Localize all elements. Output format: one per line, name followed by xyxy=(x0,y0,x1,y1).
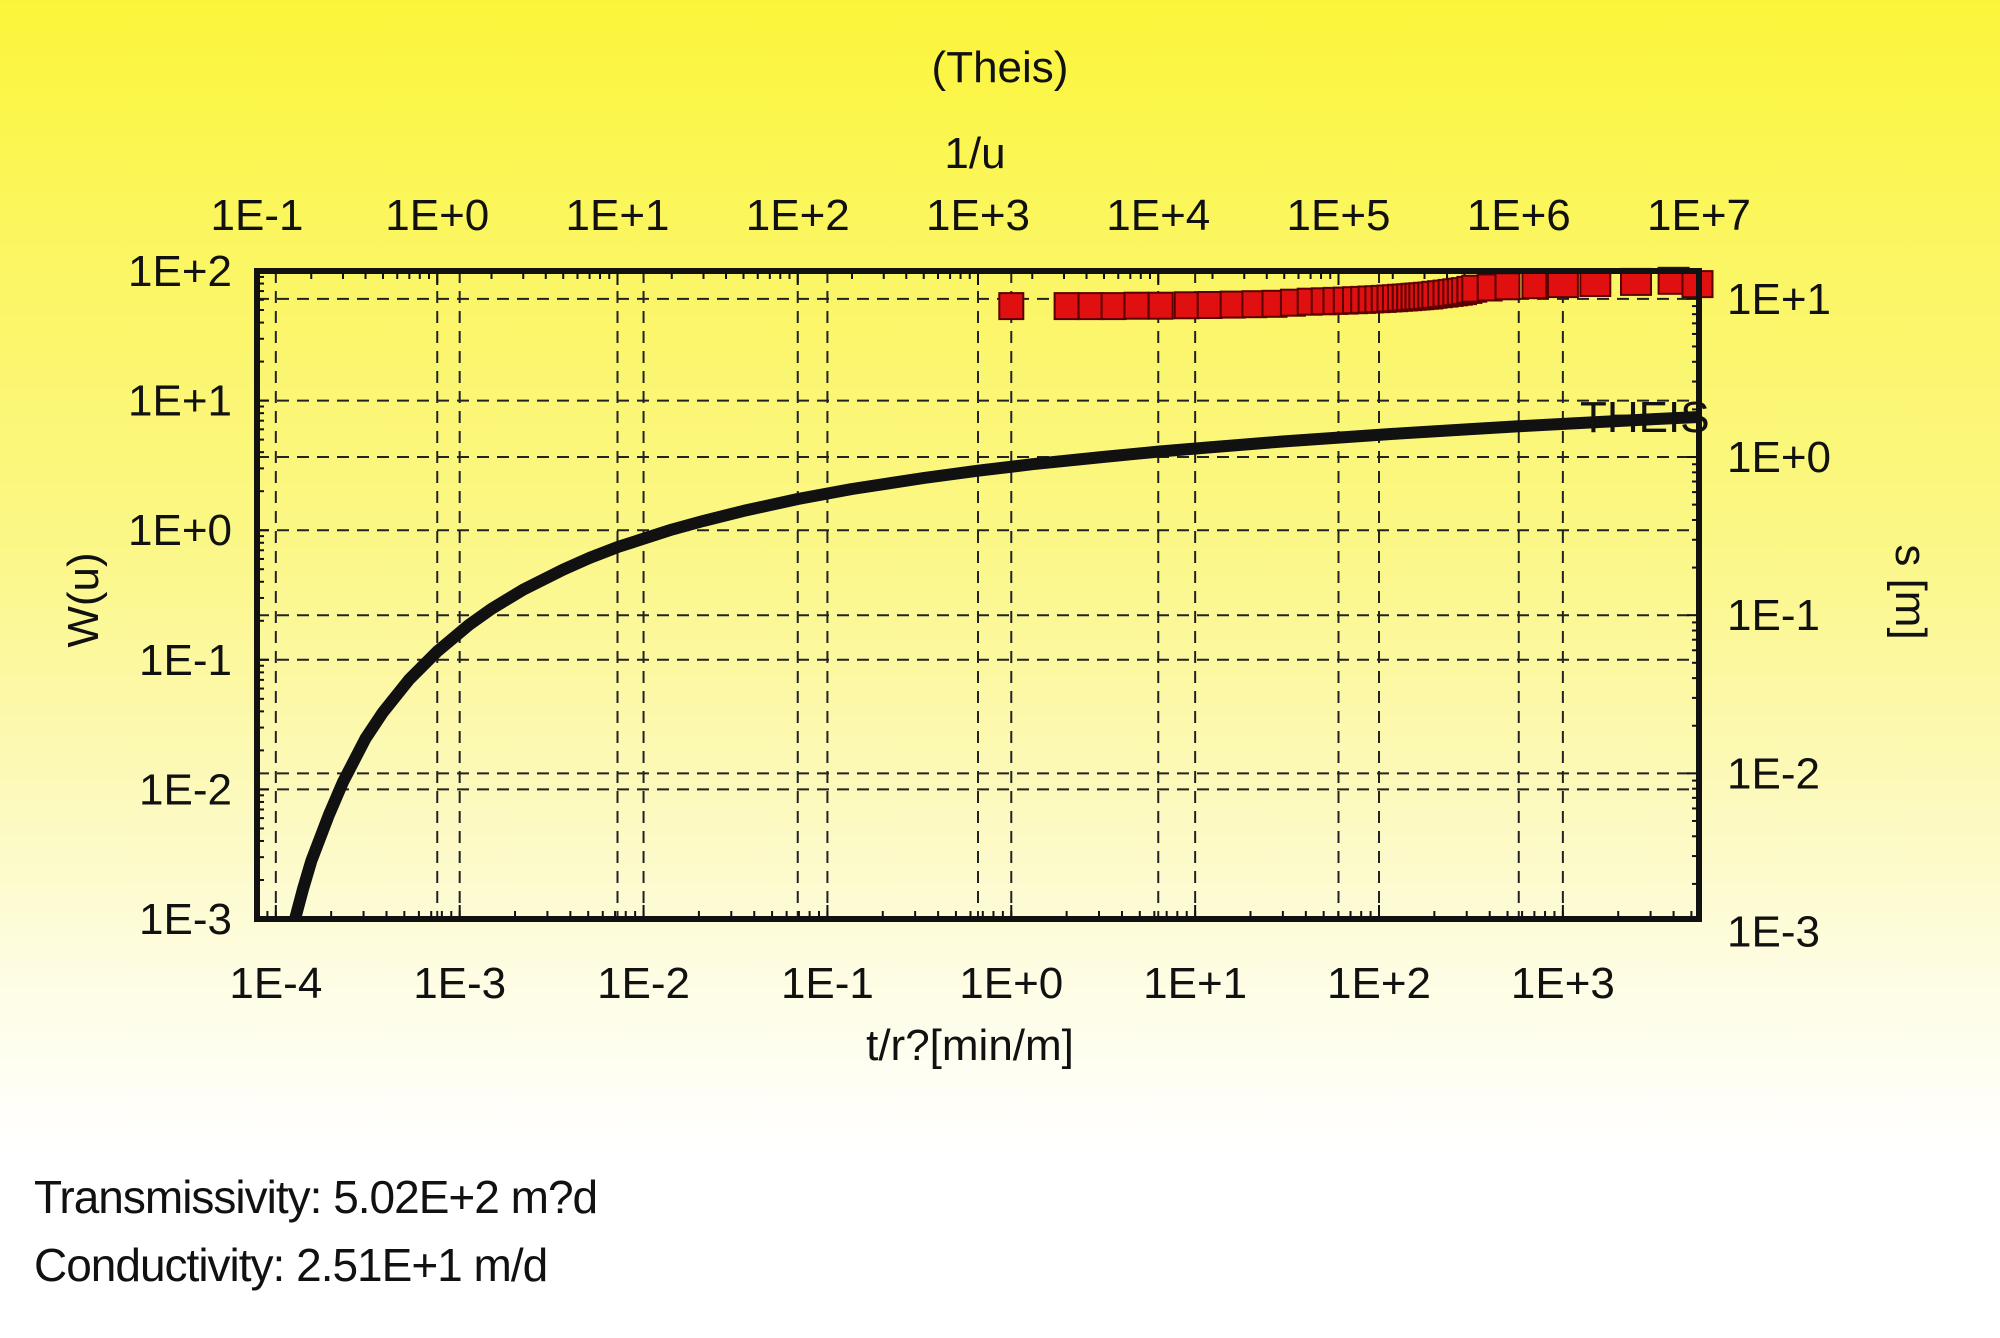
data-point xyxy=(1173,291,1200,320)
y-left-tick-label: 1E-1 xyxy=(139,636,232,685)
tick-labels: 1E-1 1E+0 1E+1 1E+2 1E+3 1E+4 1E+5 1E+6 1E+7 1E-4… xyxy=(128,191,1831,1008)
x-bottom-tick-label: 1E+2 xyxy=(1327,959,1431,1008)
chart-title: (Theis) xyxy=(932,43,1069,92)
x-bottom-tick-label: 1E-1 xyxy=(781,959,874,1008)
y-right-tick-label: 1E+0 xyxy=(1727,433,1831,482)
x-bottom-axis-label: t/r?[min/m] xyxy=(866,1021,1074,1070)
x-top-tick-label: 1E-1 xyxy=(211,191,304,240)
data-point xyxy=(1579,269,1612,297)
data-point xyxy=(998,292,1025,321)
curve-label: THEIS xyxy=(1580,393,1710,442)
plot-frame xyxy=(254,268,1702,922)
x-top-tick-label: 1E+7 xyxy=(1647,191,1751,240)
y-left-tick-label: 1E-3 xyxy=(139,895,232,944)
y-left-tick-label: 1E+2 xyxy=(128,247,232,296)
x-bottom-tick-label: 1E-3 xyxy=(413,959,506,1008)
x-top-tick-label: 1E+1 xyxy=(566,191,670,240)
x-bottom-tick-label: 1E+0 xyxy=(959,959,1063,1008)
data-point xyxy=(1147,291,1174,320)
y-right-axis-label: s [m] xyxy=(1886,544,1935,639)
y-left-axis-label: W(u) xyxy=(59,552,108,647)
data-point xyxy=(1077,292,1104,321)
y-right-tick-label: 1E-3 xyxy=(1727,908,1820,957)
y-right-tick-label: 1E-2 xyxy=(1727,749,1820,798)
theis-curve xyxy=(288,411,1699,919)
y-right-tick-label: 1E+1 xyxy=(1727,275,1831,324)
x-top-tick-label: 1E+0 xyxy=(385,191,489,240)
data-point xyxy=(1100,292,1127,321)
y-left-tick-label: 1E+1 xyxy=(128,377,232,426)
data-point xyxy=(1123,291,1150,320)
x-top-tick-label: 1E+6 xyxy=(1467,191,1571,240)
y-right-tick-label: 1E-1 xyxy=(1727,591,1820,640)
data-point xyxy=(1196,291,1223,319)
grid xyxy=(257,271,1699,919)
data-point xyxy=(1219,290,1246,319)
conductivity-text: Conductivity: 2.51E+1 m/d xyxy=(34,1239,548,1291)
series-layer xyxy=(288,266,1714,919)
data-point xyxy=(1494,272,1521,301)
transmissivity-text: Transmissivity: 5.02E+2 m?d xyxy=(34,1171,598,1223)
y-left-tick-label: 1E-2 xyxy=(139,765,232,814)
x-top-tick-label: 1E+4 xyxy=(1106,191,1210,240)
data-point xyxy=(1546,270,1579,299)
x-top-axis-label: 1/u xyxy=(944,129,1005,178)
y-left-tick-label: 1E+0 xyxy=(128,506,232,555)
x-top-tick-label: 1E+5 xyxy=(1287,191,1391,240)
x-top-tick-label: 1E+3 xyxy=(926,191,1030,240)
data-point xyxy=(1053,292,1080,321)
data-point xyxy=(1521,271,1548,300)
x-top-tick-label: 1E+2 xyxy=(746,191,850,240)
x-bottom-tick-label: 1E-2 xyxy=(597,959,690,1008)
x-bottom-tick-label: 1E+1 xyxy=(1143,959,1247,1008)
x-bottom-tick-label: 1E+3 xyxy=(1511,959,1615,1008)
x-bottom-tick-label: 1E-4 xyxy=(229,959,322,1008)
